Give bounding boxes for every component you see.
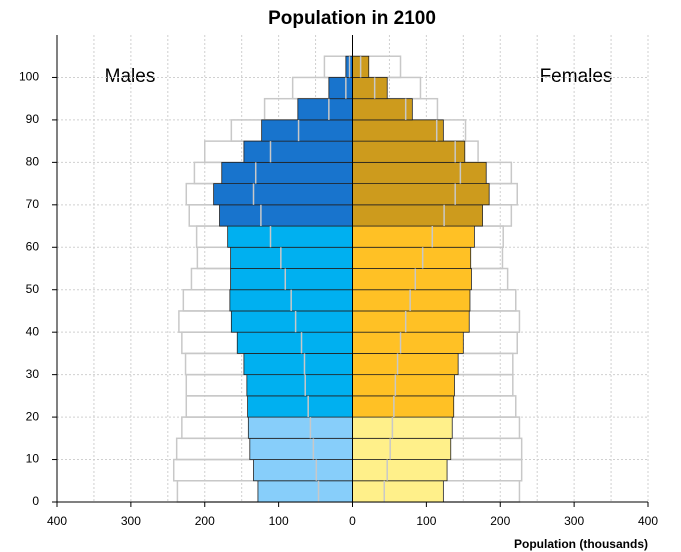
y-tick-label: 60 [26, 239, 40, 253]
bar [352, 310, 470, 333]
y-tick-label: 30 [26, 367, 40, 381]
bar [352, 480, 444, 503]
bar [352, 374, 455, 397]
bar [352, 289, 471, 312]
bar [297, 98, 353, 121]
bar [219, 204, 353, 227]
bar [221, 161, 353, 184]
bar [243, 140, 353, 163]
right-label: Females [540, 66, 613, 87]
bar [352, 331, 464, 354]
bar [352, 98, 413, 121]
x-tick-label: 400 [638, 514, 658, 528]
bar [257, 480, 353, 503]
y-tick-label: 0 [32, 494, 39, 508]
bar [230, 246, 353, 269]
bar [243, 353, 353, 376]
y-tick-label: 10 [26, 452, 40, 466]
bar [352, 395, 455, 418]
bar [213, 183, 353, 206]
bar [261, 119, 353, 142]
bar [352, 77, 388, 100]
bar [352, 437, 452, 460]
x-tick-label: 200 [490, 514, 510, 528]
x-tick-label: 300 [121, 514, 141, 528]
bar [352, 353, 459, 376]
y-tick-label: 90 [26, 112, 40, 126]
y-tick-label: 20 [26, 409, 40, 423]
bar [230, 268, 353, 291]
bar [352, 161, 487, 184]
y-tick-label: 40 [26, 324, 40, 338]
bar [352, 183, 490, 206]
bar [247, 395, 353, 418]
y-tick-label: 100 [19, 70, 39, 84]
bar [247, 416, 353, 439]
x-tick-label: 0 [349, 514, 356, 528]
bar [253, 459, 353, 482]
x-tick-label: 400 [47, 514, 67, 528]
x-tick-label: 100 [416, 514, 436, 528]
x-axis-label: Population (thousands) [514, 537, 648, 551]
bar [352, 204, 483, 227]
chart-title: Population in 2100 [268, 8, 436, 29]
bar [236, 331, 353, 354]
bar [352, 268, 472, 291]
bar [352, 416, 453, 439]
bar [328, 77, 353, 100]
left-label: Males [105, 66, 156, 87]
bar [352, 246, 472, 269]
bar [352, 119, 444, 142]
y-tick-label: 80 [26, 155, 40, 169]
x-tick-label: 200 [195, 514, 215, 528]
y-tick-label: 50 [26, 282, 40, 296]
bar [230, 310, 353, 333]
y-tick-label: 70 [26, 197, 40, 211]
bar [352, 459, 448, 482]
x-tick-label: 300 [564, 514, 584, 528]
bar [249, 437, 353, 460]
bar [246, 374, 353, 397]
x-tick-label: 100 [269, 514, 289, 528]
bar [352, 225, 475, 248]
bar [352, 140, 466, 163]
bar [227, 225, 353, 248]
